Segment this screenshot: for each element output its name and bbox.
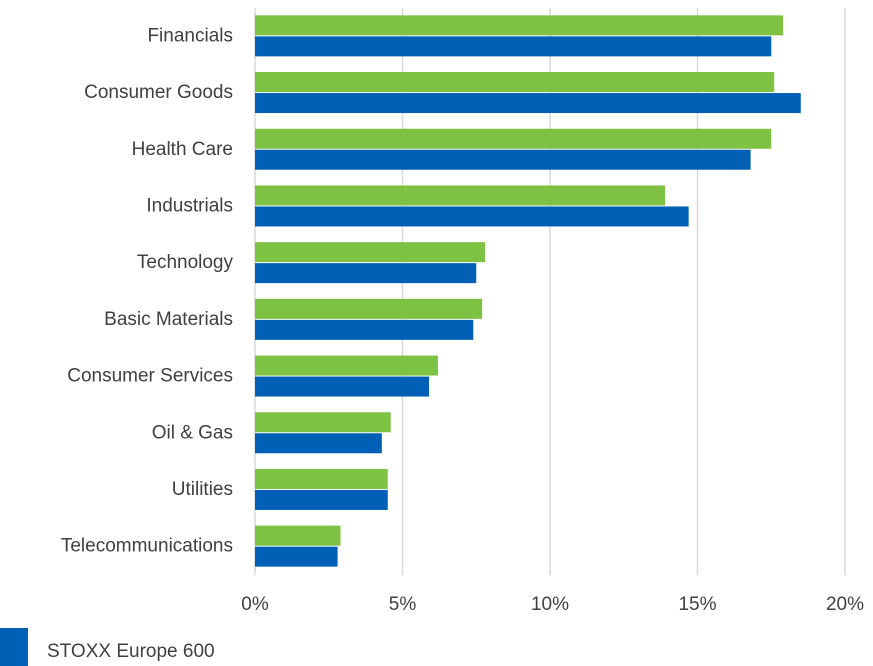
legend-label: STOXX Europe 600 bbox=[47, 641, 215, 662]
bar bbox=[255, 376, 430, 397]
y-tick-label: Industrials bbox=[146, 195, 233, 216]
bar bbox=[255, 298, 483, 319]
bar bbox=[255, 489, 388, 510]
x-tick-label: 0% bbox=[241, 594, 269, 615]
bar bbox=[255, 15, 784, 36]
y-tick-label: Financials bbox=[147, 25, 233, 46]
bar bbox=[255, 468, 388, 489]
bar bbox=[255, 546, 338, 567]
bar bbox=[255, 185, 666, 206]
x-tick-label: 20% bbox=[826, 594, 864, 615]
bar bbox=[255, 72, 775, 93]
bar bbox=[255, 128, 772, 149]
bar bbox=[255, 149, 751, 170]
bar bbox=[255, 412, 391, 433]
legend-swatch bbox=[0, 628, 28, 666]
bar bbox=[255, 433, 382, 454]
y-tick-label: Oil & Gas bbox=[152, 422, 233, 443]
y-tick-label: Utilities bbox=[172, 479, 233, 500]
y-tick-label: Telecommunications bbox=[61, 536, 233, 557]
bar bbox=[255, 93, 801, 114]
y-tick-label: Basic Materials bbox=[104, 309, 233, 330]
bar bbox=[255, 242, 486, 263]
bar bbox=[255, 355, 438, 376]
y-tick-label: Health Care bbox=[132, 139, 233, 160]
bar bbox=[255, 263, 477, 284]
bar bbox=[255, 525, 341, 546]
x-tick-label: 15% bbox=[678, 594, 716, 615]
bar bbox=[255, 206, 689, 227]
y-tick-label: Technology bbox=[137, 252, 234, 273]
y-tick-label: Consumer Services bbox=[67, 366, 233, 387]
bar bbox=[255, 36, 772, 57]
bar bbox=[255, 319, 474, 340]
y-tick-label: Consumer Goods bbox=[84, 82, 233, 103]
x-tick-label: 5% bbox=[389, 594, 417, 615]
x-tick-label: 10% bbox=[531, 594, 569, 615]
